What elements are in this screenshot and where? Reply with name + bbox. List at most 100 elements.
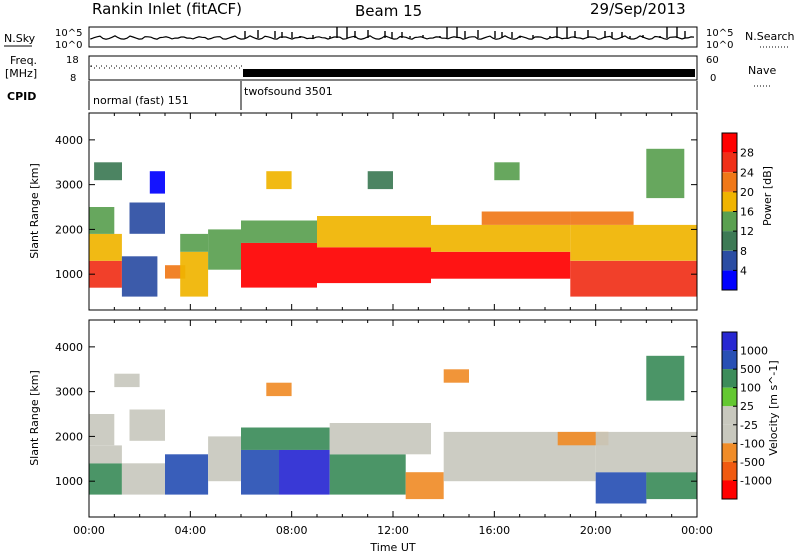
- velocity-region-8: [279, 450, 330, 495]
- velocity-region-17: [596, 432, 697, 472]
- radar-summary-plot: Rankin Inlet (fitACF) Beam 15 29/Sep/201…: [0, 0, 800, 554]
- velocity-y-tick-label: 3000: [55, 386, 83, 399]
- power-colorbar-swatch: [722, 251, 737, 271]
- velocity-colorbar-swatch: [722, 425, 737, 444]
- velocity-colorbar-tick-label: 500: [740, 363, 761, 376]
- power-region-9: [180, 234, 208, 252]
- time-tick-label: 20:00: [580, 524, 612, 537]
- power-region-21: [368, 171, 393, 189]
- noise-right-tick-top: 10^5: [706, 28, 733, 39]
- time-tick-label: 12:00: [377, 524, 409, 537]
- velocity-region-12: [406, 472, 444, 499]
- power-region-8: [180, 252, 208, 297]
- velocity-region-15: [596, 472, 647, 503]
- time-tick-label: 00:00: [681, 524, 713, 537]
- velocity-y-tick-label: 1000: [55, 475, 83, 488]
- power-y-axis-label: Slant Range [km]: [28, 163, 41, 259]
- time-tick-label: 04:00: [174, 524, 206, 537]
- date-label: 29/Sep/2013: [590, 0, 686, 18]
- velocity-region-10: [330, 454, 406, 494]
- velocity-region-6: [208, 436, 241, 481]
- velocity-colorbar: 1000 500 100 25 -25 -100 -500 -1000: [722, 332, 772, 499]
- power-colorbar-tick-label: 24: [740, 166, 754, 179]
- velocity-region-21: [646, 356, 684, 401]
- power-colorbar-swatch: [722, 192, 737, 212]
- cpid-panel: CPID normal (fast) 151 twofsound 3501: [7, 81, 697, 110]
- power-region-12: [241, 221, 317, 243]
- power-colorbar-swatch: [722, 153, 737, 173]
- velocity-region-7: [241, 450, 279, 495]
- velocity-region-20: [444, 369, 469, 382]
- noise-left-tick-bottom: 10^0: [55, 40, 82, 51]
- power-region-13: [317, 247, 431, 283]
- power-region-24: [266, 171, 291, 189]
- frequency-panel: Freq. [MHz] 18 8 60 0 Nave: [5, 54, 776, 86]
- power-colorbar-tick-label: 20: [740, 186, 754, 199]
- power-region-22: [494, 162, 519, 180]
- velocity-colorbar-swatch: [722, 406, 737, 425]
- beam-label: Beam 15: [355, 2, 422, 20]
- velocity-colorbar-swatch: [722, 388, 737, 407]
- power-region-15: [431, 252, 570, 279]
- noise-panel: N.Sky 10^5 10^0 10^5 10^0 N.Search: [4, 27, 795, 51]
- time-tick-label: 00:00: [73, 524, 105, 537]
- velocity-region-16: [646, 472, 697, 499]
- cpid-label: CPID: [7, 90, 36, 103]
- power-region-6: [150, 171, 165, 193]
- velocity-colorbar-tick-label: -1000: [740, 474, 772, 487]
- velocity-panel: 1000 2000 3000 4000 00:00 04:00 08:00 12:00 16:…: [28, 320, 780, 554]
- velocity-colorbar-tick-label: -25: [740, 419, 758, 432]
- velocity-colorbar-tick-label: -500: [740, 456, 765, 469]
- power-y-tick-label: 4000: [55, 134, 83, 147]
- power-colorbar-tick-label: 8: [740, 245, 747, 258]
- freq-unit-label: [MHz]: [5, 67, 37, 80]
- power-region-1: [89, 234, 122, 261]
- power-region-14: [317, 216, 431, 247]
- velocity-region-2: [89, 414, 114, 445]
- nave-band-twofsound: [243, 69, 695, 77]
- nave-label: Nave: [748, 64, 776, 77]
- velocity-region-5: [165, 454, 208, 494]
- power-colorbar-swatch: [722, 133, 737, 153]
- noise-right-tick-bottom: 10^0: [706, 40, 733, 51]
- power-region-23: [646, 149, 684, 198]
- velocity-colorbar-swatch: [722, 480, 737, 499]
- velocity-colorbar-swatch: [722, 443, 737, 462]
- power-colorbar-swatch: [722, 172, 737, 192]
- velocity-region-9: [241, 428, 330, 450]
- velocity-y-axis-label: Slant Range [km]: [28, 370, 41, 466]
- power-colorbar-swatch: [722, 231, 737, 251]
- power-colorbar: 4 8 12 16 20 24 28: [722, 133, 754, 290]
- velocity-y-tick-label: 4000: [55, 341, 83, 354]
- velocity-region-11: [330, 423, 431, 454]
- power-panel: 1000200030004000 Slant Range [km] 481216…: [28, 113, 774, 310]
- velocity-region-19: [266, 383, 291, 396]
- velocity-region-1: [89, 445, 122, 463]
- power-region-17: [482, 212, 571, 225]
- velocity-colorbar-tick-label: 1000: [740, 345, 768, 358]
- noise-search-label: N.Search: [745, 30, 795, 43]
- nave-tick-bottom: 0: [710, 73, 716, 84]
- power-region-19: [570, 225, 697, 261]
- velocity-region-4: [130, 410, 166, 441]
- power-y-tick-label: 1000: [55, 268, 83, 281]
- power-region-4: [122, 256, 157, 296]
- nave-tick-top: 60: [706, 55, 719, 66]
- velocity-colorbar-swatch: [722, 351, 737, 370]
- power-region-11: [241, 243, 317, 288]
- time-tick-label: 16:00: [478, 524, 510, 537]
- power-colorbar-swatch: [722, 270, 737, 290]
- velocity-region-18: [114, 374, 139, 387]
- velocity-colorbar-tick-label: 25: [740, 400, 754, 413]
- power-region-10: [208, 229, 241, 269]
- time-tick-label: 08:00: [276, 524, 308, 537]
- time-axis-label: Time UT: [369, 541, 415, 554]
- velocity-colorbar-swatch: [722, 462, 737, 481]
- freq-label: Freq.: [10, 54, 37, 67]
- cpid-mode-twofsound: twofsound 3501: [244, 85, 333, 98]
- power-region-18: [570, 261, 697, 297]
- power-region-3: [94, 162, 122, 180]
- cpid-mode-normal: normal (fast) 151: [93, 94, 189, 107]
- velocity-colorbar-label: Velocity [m s^-1]: [767, 360, 780, 455]
- freq-tick-top: 18: [66, 55, 79, 66]
